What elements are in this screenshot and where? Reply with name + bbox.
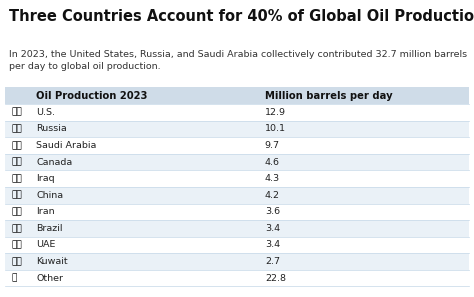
Text: Other: Other: [36, 274, 64, 283]
FancyBboxPatch shape: [5, 270, 469, 287]
Text: Russia: Russia: [36, 124, 67, 133]
Text: Iran: Iran: [36, 207, 55, 216]
Text: 🇦🇪: 🇦🇪: [12, 241, 22, 249]
Text: In 2023, the United States, Russia, and Saudi Arabia collectively contributed 32: In 2023, the United States, Russia, and …: [9, 50, 467, 71]
Text: 🇺🇸: 🇺🇸: [12, 108, 22, 117]
FancyBboxPatch shape: [5, 104, 469, 121]
FancyBboxPatch shape: [5, 253, 469, 270]
FancyBboxPatch shape: [5, 237, 469, 253]
Text: 12.9: 12.9: [265, 108, 286, 117]
Text: 9.7: 9.7: [265, 141, 280, 150]
Text: Canada: Canada: [36, 157, 73, 167]
Text: Kuwait: Kuwait: [36, 257, 68, 266]
Text: Oil Production 2023: Oil Production 2023: [36, 91, 148, 101]
Text: 4.6: 4.6: [265, 157, 280, 167]
Text: 10.1: 10.1: [265, 124, 286, 133]
Text: 🇧🇷: 🇧🇷: [12, 224, 22, 233]
Text: 4.3: 4.3: [265, 174, 280, 183]
FancyBboxPatch shape: [5, 87, 469, 104]
Text: 3.4: 3.4: [265, 241, 280, 249]
Text: 🇷🇺: 🇷🇺: [12, 124, 22, 133]
Text: 🇸🇦: 🇸🇦: [12, 141, 22, 150]
Text: UAE: UAE: [36, 241, 56, 249]
FancyBboxPatch shape: [5, 220, 469, 237]
FancyBboxPatch shape: [5, 121, 469, 137]
Text: China: China: [36, 191, 64, 200]
Text: U.S.: U.S.: [36, 108, 55, 117]
Text: 🌍: 🌍: [12, 274, 17, 283]
Text: Three Countries Account for 40% of Global Oil Production: Three Countries Account for 40% of Globa…: [9, 9, 474, 24]
FancyBboxPatch shape: [5, 137, 469, 154]
Text: 3.4: 3.4: [265, 224, 280, 233]
FancyBboxPatch shape: [5, 170, 469, 187]
Text: 3.6: 3.6: [265, 207, 280, 216]
FancyBboxPatch shape: [5, 187, 469, 203]
Text: 🇨🇳: 🇨🇳: [12, 191, 22, 200]
Text: 🇮🇷: 🇮🇷: [12, 207, 22, 216]
Text: Saudi Arabia: Saudi Arabia: [36, 141, 97, 150]
Text: 2.7: 2.7: [265, 257, 280, 266]
Text: 🇰🇼: 🇰🇼: [12, 257, 22, 266]
Text: 🇮🇶: 🇮🇶: [12, 174, 22, 183]
Text: Iraq: Iraq: [36, 174, 55, 183]
Text: 4.2: 4.2: [265, 191, 280, 200]
Text: Million barrels per day: Million barrels per day: [265, 91, 392, 101]
Text: 🇨🇦: 🇨🇦: [12, 157, 22, 167]
FancyBboxPatch shape: [5, 203, 469, 220]
FancyBboxPatch shape: [5, 154, 469, 170]
Text: 22.8: 22.8: [265, 274, 286, 283]
Text: Brazil: Brazil: [36, 224, 63, 233]
